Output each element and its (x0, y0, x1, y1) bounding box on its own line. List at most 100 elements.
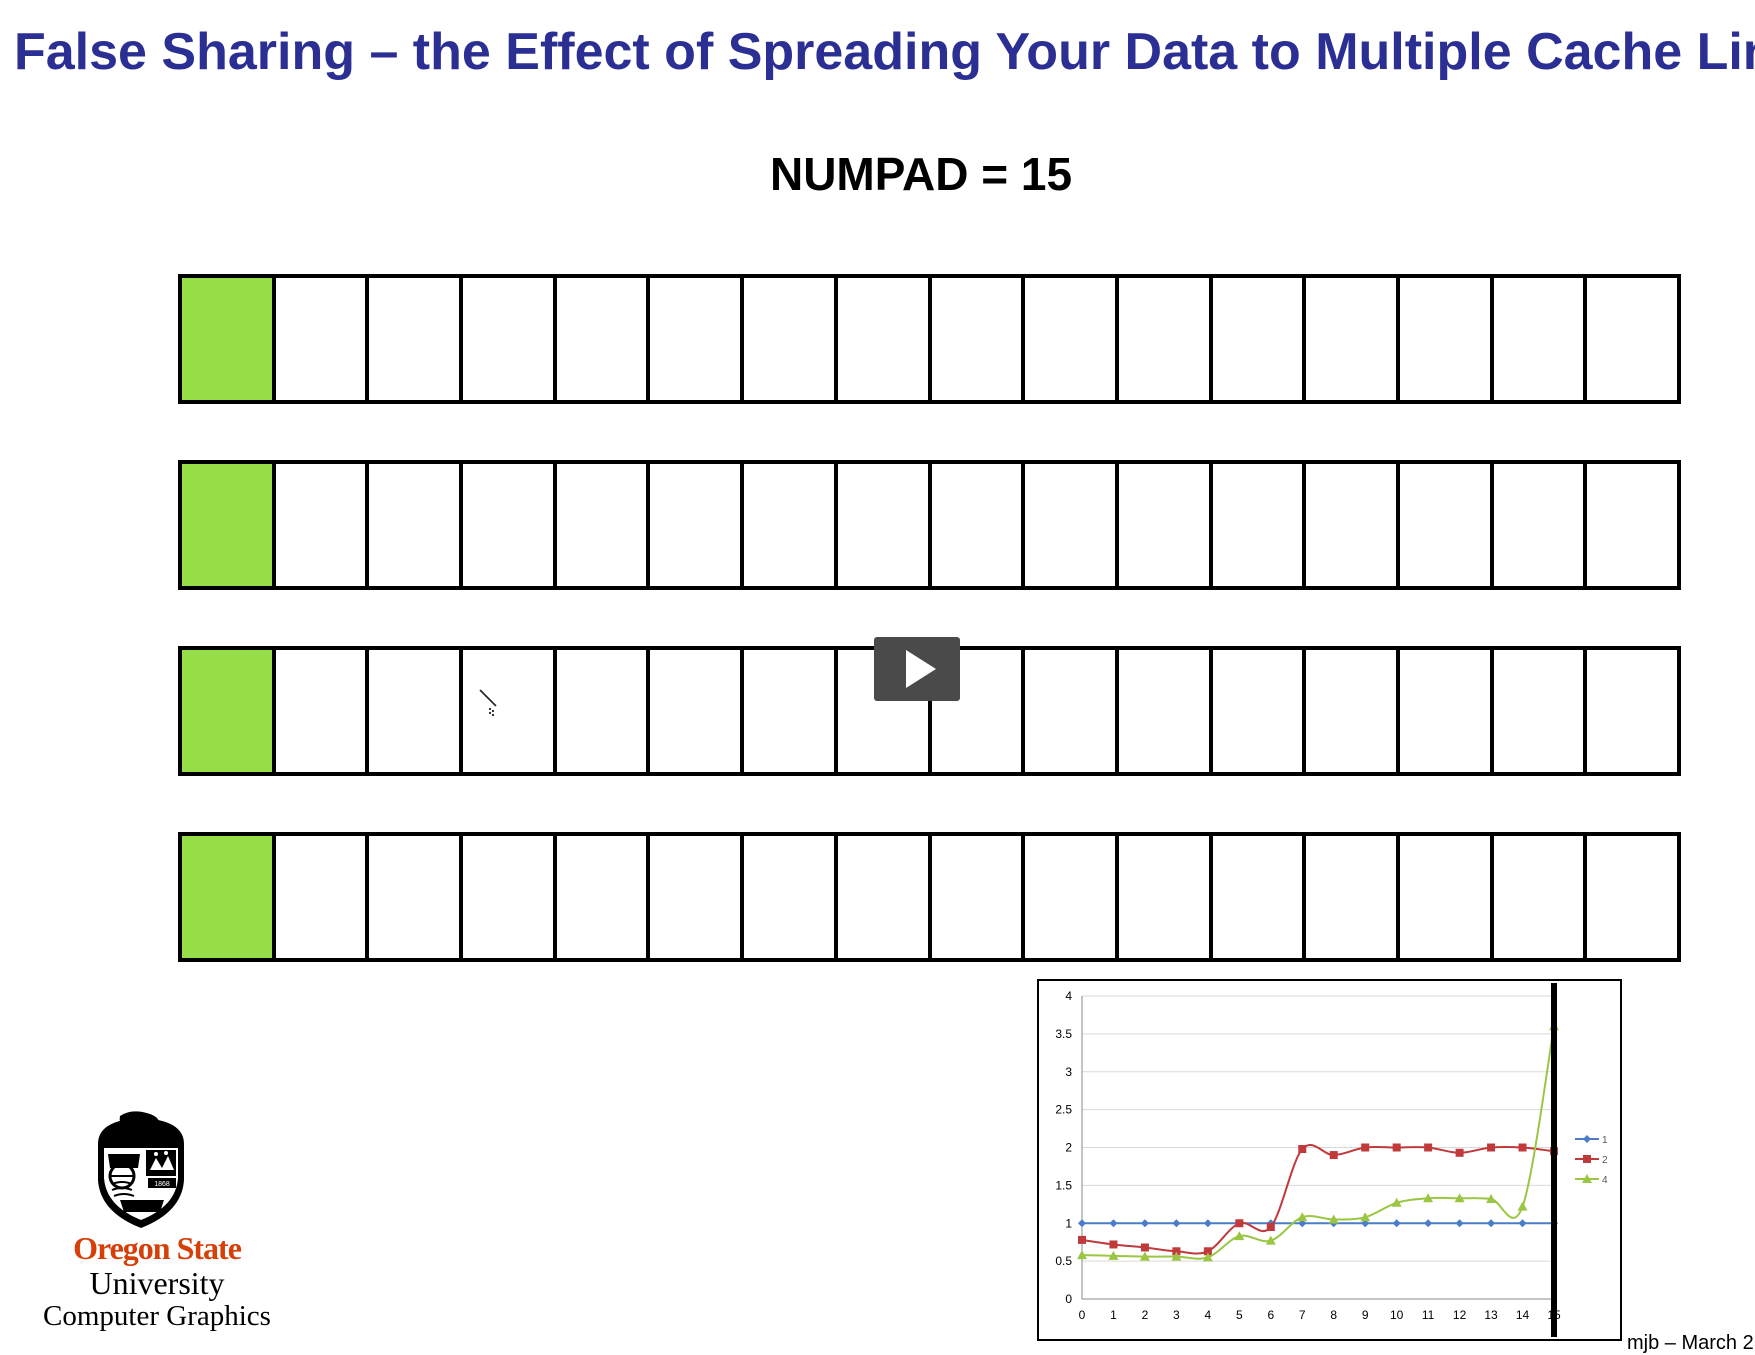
data-point-series-2 (1235, 1219, 1244, 1228)
logo-osu-name: Oregon State (73, 1230, 242, 1266)
cache-cell-empty (1587, 278, 1677, 400)
data-point-series-2 (1078, 1235, 1086, 1244)
cache-cell-empty (1493, 650, 1588, 772)
data-point-series-2 (1392, 1143, 1401, 1152)
cache-cell-empty (275, 650, 370, 772)
cache-cell-empty (1118, 464, 1213, 586)
cache-cell-empty (275, 464, 370, 586)
cache-cell-empty (1025, 650, 1119, 772)
cache-cell-empty (744, 278, 838, 400)
cache-cell-empty (650, 836, 745, 958)
cache-cell-empty (650, 278, 745, 400)
data-point-series-1 (1361, 1219, 1370, 1228)
cache-cell-empty (837, 464, 932, 586)
cache-cell-empty (1025, 278, 1119, 400)
data-point-series-2 (1203, 1247, 1212, 1256)
cache-cell-empty (1118, 650, 1213, 772)
data-point-series-1 (1172, 1219, 1181, 1228)
x-tick-label: 11 (1422, 1308, 1435, 1322)
cache-cell-empty (1587, 650, 1677, 772)
y-tick-label: 0.5 (1055, 1254, 1072, 1268)
data-point-series-1 (1140, 1219, 1149, 1228)
cache-cell-used (182, 650, 276, 772)
chart-svg: 00.511.522.533.5401234567891011121314151… (1055, 983, 1608, 1337)
x-tick-label: 10 (1390, 1308, 1404, 1322)
data-point-series-2 (1172, 1247, 1181, 1256)
data-point-series-4 (1234, 1231, 1245, 1241)
data-point-series-2 (1487, 1143, 1496, 1152)
university-logo: 1868 Oregon State University Computer Gr… (22, 1110, 292, 1335)
data-point-series-4 (1360, 1212, 1371, 1222)
cache-cell-empty (1306, 278, 1400, 400)
data-point-series-1 (1203, 1219, 1212, 1228)
cache-cell-empty (1118, 836, 1213, 958)
x-tick-label: 1 (1110, 1308, 1117, 1322)
cache-cell-empty (1493, 464, 1588, 586)
cache-cell-empty (556, 650, 651, 772)
legend-label-2: 2 (1602, 1155, 1608, 1166)
cache-cell-empty (556, 836, 651, 958)
data-point-series-4 (1171, 1251, 1182, 1261)
cache-cell-empty (1399, 464, 1494, 586)
cache-cell-empty (1587, 836, 1677, 958)
data-point-series-4 (1391, 1197, 1402, 1207)
cache-cell-empty (931, 278, 1026, 400)
cache-cell-empty (369, 836, 464, 958)
data-point-series-1 (1518, 1219, 1527, 1228)
play-button[interactable] (874, 637, 960, 701)
cache-cell-empty (931, 836, 1026, 958)
cache-cell-empty (1212, 650, 1307, 772)
cache-cell-empty (1399, 836, 1494, 958)
data-point-series-1 (1424, 1219, 1433, 1228)
cache-cell-empty (650, 464, 745, 586)
data-point-series-1 (1298, 1219, 1307, 1228)
y-tick-label: 2.5 (1055, 1103, 1072, 1117)
footer-credit: mjb – March 2 (1627, 1332, 1754, 1354)
cache-cell-empty (1399, 650, 1494, 772)
series-line-2 (1081, 1143, 1555, 1255)
cache-cell-empty (1399, 278, 1494, 400)
data-point-series-1 (1455, 1219, 1464, 1228)
cache-cell-empty (837, 836, 932, 958)
cache-cell-empty (1306, 836, 1400, 958)
x-tick-label: 14 (1516, 1308, 1530, 1322)
x-tick-label: 4 (1205, 1308, 1212, 1322)
legend-marker-2 (1583, 1155, 1591, 1163)
data-point-series-2 (1266, 1223, 1275, 1232)
cache-cell-empty (463, 836, 557, 958)
x-tick-label: 12 (1453, 1308, 1467, 1322)
legend-marker-1 (1583, 1135, 1591, 1143)
x-tick-label: 3 (1173, 1308, 1180, 1322)
logo-department: Computer Graphics (43, 1300, 271, 1332)
cache-cell-empty (556, 278, 651, 400)
data-point-series-4 (1328, 1214, 1339, 1224)
data-point-series-2 (1109, 1240, 1118, 1249)
data-point-series-4 (1265, 1235, 1276, 1245)
cache-cell-empty (463, 278, 557, 400)
cache-cell-empty (1306, 464, 1400, 586)
cache-cell-empty (1493, 278, 1588, 400)
cache-cell-empty (1212, 278, 1307, 400)
mouse-cursor-icon (479, 689, 497, 717)
cache-cell-empty (1306, 650, 1400, 772)
cache-cell-empty (369, 278, 464, 400)
y-tick-label: 3.5 (1055, 1027, 1072, 1041)
x-tick-label: 9 (1362, 1308, 1369, 1322)
cache-cell-empty (1025, 464, 1119, 586)
logo-university: University (89, 1265, 225, 1301)
data-point-series-4 (1202, 1252, 1213, 1262)
data-point-series-4 (1486, 1194, 1497, 1204)
cache-cell-used (182, 278, 276, 400)
cache-cell-empty (463, 650, 557, 772)
data-point-series-2 (1140, 1243, 1149, 1252)
slide-title: False Sharing – the Effect of Spreading … (14, 23, 1755, 81)
cache-cell-empty (744, 836, 838, 958)
cache-cell-empty (1493, 836, 1588, 958)
x-tick-label: 7 (1299, 1308, 1306, 1322)
cache-cell-empty (556, 464, 651, 586)
legend-label-4: 4 (1602, 1175, 1608, 1186)
data-point-series-4 (1077, 1250, 1087, 1260)
data-point-series-2 (1518, 1143, 1527, 1152)
data-point-series-2 (1424, 1143, 1433, 1152)
cache-cell-empty (744, 464, 838, 586)
